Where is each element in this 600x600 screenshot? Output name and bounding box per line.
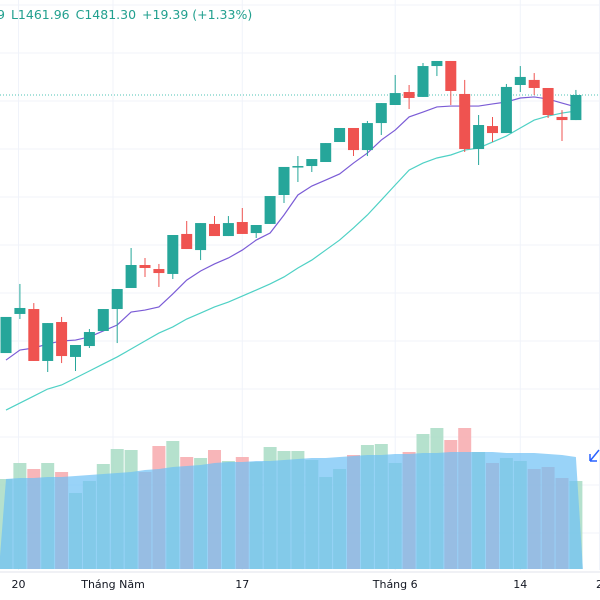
candle-up (167, 235, 179, 274)
candle-up (417, 66, 429, 97)
candle-up (97, 309, 109, 331)
time-axis-label: Tháng Năm (80, 578, 145, 591)
arrow-down-left-icon[interactable] (589, 449, 600, 462)
candle-down (459, 93, 471, 150)
candle-up (306, 159, 318, 167)
candle-down (556, 116, 568, 121)
candle-up (431, 60, 443, 67)
candle-up (320, 143, 332, 163)
candle-down (403, 92, 415, 98)
legend-low: L1461.96 (10, 7, 70, 22)
candle-up (500, 86, 512, 134)
time-axis-label: 2 (596, 578, 600, 591)
candle-up (361, 123, 373, 151)
ma-slow-line (5, 110, 576, 411)
candle-up (195, 223, 207, 251)
candle-up (111, 289, 123, 310)
candle-down (236, 222, 248, 234)
candle-down (542, 87, 554, 115)
time-axis-label: Tháng 6 (372, 578, 418, 591)
candle-down (445, 60, 457, 91)
legend-close: C1481.30 (75, 7, 137, 22)
candle-down (209, 223, 220, 237)
candle-up (334, 127, 346, 143)
candle-up (375, 103, 387, 124)
volume-ma-area (0, 452, 583, 569)
candle-down (153, 269, 165, 274)
candle-down (528, 79, 540, 88)
candle-up (473, 125, 485, 150)
candle-down (28, 309, 40, 361)
candle-up (292, 166, 304, 168)
time-axis-label: 17 (235, 578, 249, 591)
ma-fast-line (5, 96, 577, 361)
candle-up (389, 93, 401, 105)
candle-up (70, 345, 81, 357)
time-axis-label: 20 (12, 578, 26, 591)
candle-down (56, 322, 68, 357)
legend-high-partial: 9 (0, 7, 5, 22)
candle-up (264, 196, 276, 224)
candle-up (250, 225, 262, 234)
candle-up (570, 95, 582, 121)
candle-up (125, 265, 137, 288)
candle-down (487, 126, 498, 134)
candle-down (348, 127, 359, 151)
candle-up (14, 307, 26, 314)
candle-down (139, 265, 151, 268)
candle-up (83, 332, 95, 347)
candle-up (0, 316, 12, 354)
candle-up (514, 76, 526, 85)
legend-change: +19.39 (+1.33%) (142, 7, 253, 22)
candle-up (278, 166, 290, 195)
time-axis-label: 14 (513, 578, 527, 591)
ohlc-legend: 9 L1461.96 C1481.30 +19.39 (+1.33%) (0, 7, 258, 22)
candle-down (181, 233, 193, 250)
candle-up (42, 323, 54, 361)
candle-up (222, 223, 234, 237)
